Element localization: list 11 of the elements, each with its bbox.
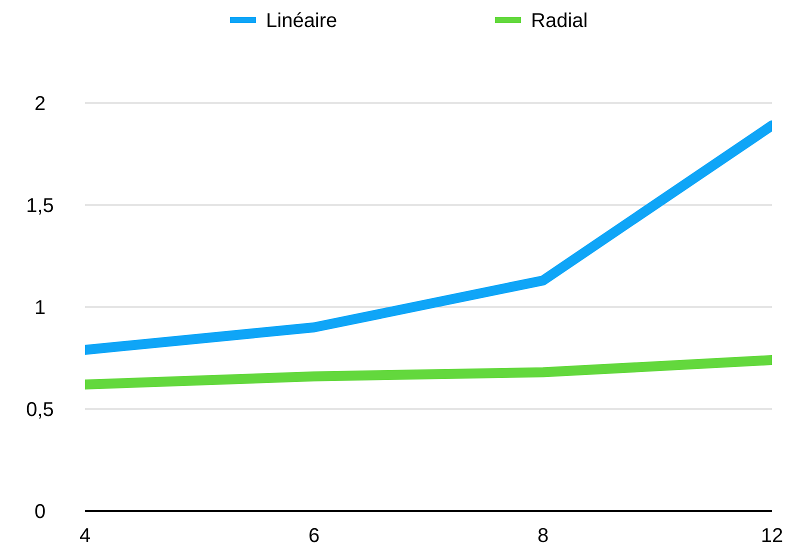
y-tick-label: 1,5 xyxy=(26,195,54,217)
legend-label: Radial xyxy=(531,10,588,32)
x-tick-label: 8 xyxy=(537,525,549,547)
x-tick-label: 12 xyxy=(760,525,784,547)
y-tick-label: 2 xyxy=(34,93,46,115)
legend-label: Linéaire xyxy=(266,10,338,32)
y-tick-label: 0 xyxy=(34,501,46,523)
y-tick-label: 1 xyxy=(34,297,46,319)
x-tick-label: 4 xyxy=(79,525,91,547)
y-tick-label: 0,5 xyxy=(26,399,54,421)
x-tick-label: 6 xyxy=(308,525,320,547)
